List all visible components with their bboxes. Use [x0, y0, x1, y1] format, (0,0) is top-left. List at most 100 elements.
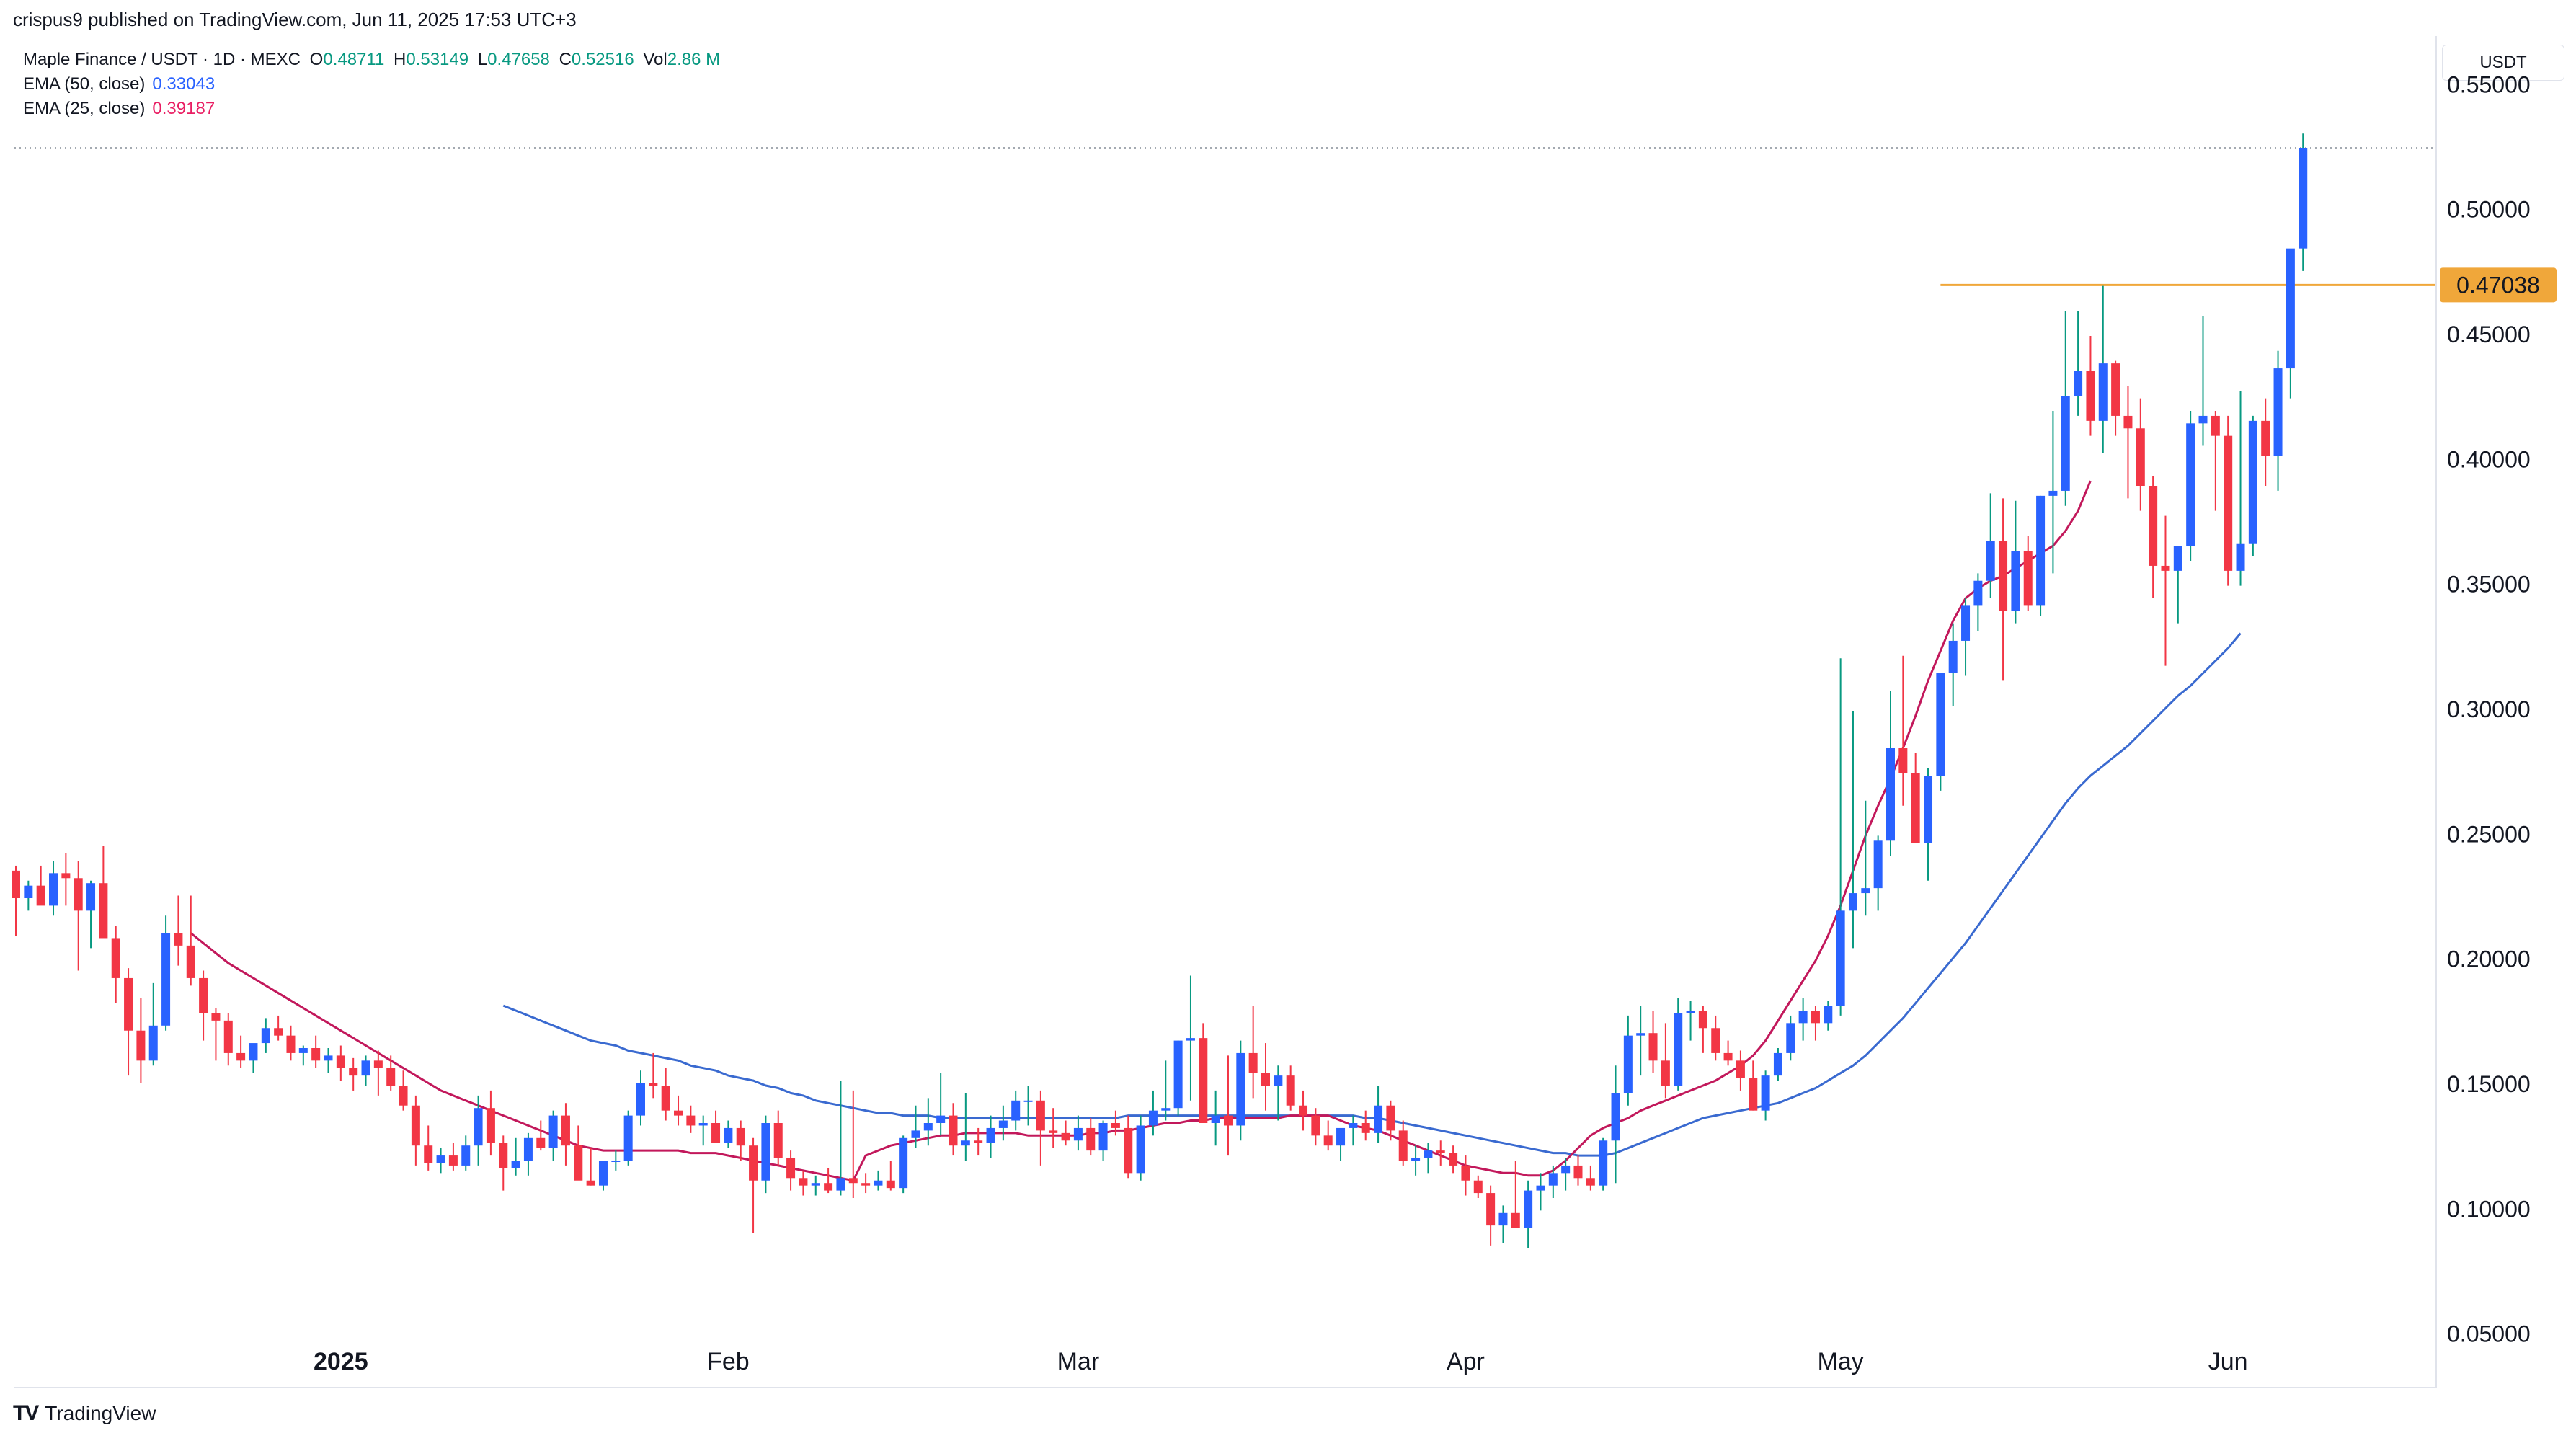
candle-body [1511, 1212, 1520, 1228]
candle [1999, 498, 2008, 681]
candle [1611, 1065, 1620, 1184]
high-label: H [394, 50, 407, 69]
candle-body [1536, 1185, 1545, 1191]
candle-body [711, 1123, 721, 1143]
candle [1161, 1060, 1171, 1121]
candle [186, 895, 195, 986]
candle-body [1586, 1178, 1595, 1186]
candle-body [1873, 840, 1883, 889]
candle-body [1936, 673, 1945, 776]
candle-body [911, 1130, 920, 1138]
candle-body [1386, 1105, 1395, 1131]
candle [2261, 398, 2270, 486]
candle-body [998, 1120, 1008, 1128]
y-tick-label: 0.55000 [2447, 71, 2531, 97]
candle [674, 1095, 683, 1126]
candle [148, 982, 158, 1066]
candle-body [1811, 1011, 1820, 1024]
candle-body [261, 1028, 270, 1044]
candle [1736, 1050, 1745, 1091]
candle [2273, 350, 2283, 491]
candle [1211, 1090, 1220, 1146]
x-tick-label: Jun [2208, 1348, 2248, 1375]
candle [2011, 500, 2020, 624]
candle-body [2098, 363, 2108, 421]
tradingview-brand[interactable]: TV TradingView [13, 1401, 156, 1426]
candle-body [548, 1115, 558, 1148]
candle [1536, 1173, 1545, 1211]
candle [1086, 1118, 1096, 1156]
candle-body [661, 1086, 670, 1111]
candle-body [24, 885, 33, 898]
candle [1674, 998, 1683, 1091]
candle-body [2248, 420, 2257, 544]
candle [1936, 673, 1945, 791]
candle [1861, 800, 1870, 916]
legend-ema50-row[interactable]: EMA (50, close) 0.33043 [23, 72, 720, 97]
candle-body [1736, 1060, 1745, 1078]
candle [1424, 1143, 1433, 1174]
symbol-name[interactable]: Maple Finance / USDT · 1D · MEXC [23, 50, 301, 69]
candle-body [324, 1055, 333, 1061]
candle [1111, 1110, 1120, 1136]
candle [2023, 536, 2033, 611]
legend-symbol-row: Maple Finance / USDT · 1D · MEXC O0.4871… [23, 48, 720, 72]
candle [2061, 311, 2070, 506]
candle [836, 1081, 845, 1196]
candle [1061, 1120, 1070, 1146]
candle-body [399, 1086, 408, 1106]
candle [24, 880, 33, 911]
candle [1498, 1205, 1508, 1243]
candle [1411, 1145, 1421, 1176]
low-value: 0.47658 [487, 50, 550, 69]
candle-body [598, 1161, 608, 1186]
candle [686, 1105, 696, 1133]
candle-body [2186, 423, 2195, 546]
candle [711, 1110, 721, 1143]
candle [1511, 1161, 1520, 1228]
candle [1749, 1060, 1758, 1111]
candle-body [124, 977, 133, 1031]
candle [1349, 1115, 1358, 1146]
level-price-label: 0.47038 [2456, 272, 2540, 298]
candle-body [2273, 368, 2283, 456]
close-label: C [559, 50, 572, 69]
candle [74, 861, 83, 971]
candle-body [2236, 543, 2245, 571]
legend-ema25-row[interactable]: EMA (25, close) 0.39187 [23, 97, 720, 121]
candle [661, 1068, 670, 1121]
candle-body [1861, 888, 1870, 894]
candle [786, 1150, 796, 1191]
candle [2111, 360, 2120, 436]
candle [2048, 411, 2058, 574]
candle-body [1436, 1150, 1445, 1153]
x-tick-label: Apr [1447, 1348, 1485, 1375]
candle-body [298, 1048, 308, 1053]
candle-body [36, 885, 45, 906]
candle [261, 1018, 270, 1053]
candle-body [1236, 1052, 1245, 1126]
candle [2198, 316, 2208, 446]
candle [1073, 1115, 1083, 1151]
candle-body [799, 1178, 808, 1186]
candle [886, 1161, 895, 1191]
candle [761, 1115, 770, 1194]
x-tick-label: 2025 [314, 1348, 368, 1375]
open-value: 0.48711 [323, 50, 385, 69]
candle [598, 1161, 608, 1191]
candle [548, 1110, 558, 1161]
candle-body [2198, 415, 2208, 424]
candle [523, 1132, 533, 1176]
candle [2074, 311, 2083, 416]
currency-button[interactable]: USDT [2442, 45, 2564, 81]
candle [1898, 655, 1908, 806]
candle [111, 926, 120, 1003]
candle [1661, 1023, 1670, 1099]
candle [1173, 1040, 1183, 1116]
candle [2149, 476, 2158, 598]
candle-body [1136, 1125, 1145, 1174]
candle [2086, 336, 2095, 436]
vol-value: 2.86 M [667, 50, 721, 69]
candle-body [1973, 580, 1983, 606]
